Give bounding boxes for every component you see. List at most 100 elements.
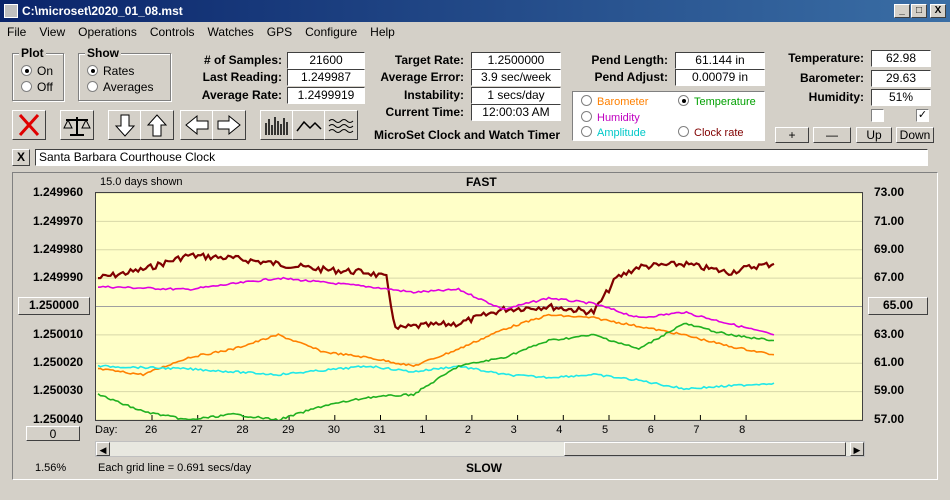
target-rate-label: Target Rate:	[394, 53, 464, 67]
series-barometer-label: Barometer	[597, 96, 649, 108]
left-tick-5: 1.250010	[33, 327, 84, 341]
temperature-field[interactable]: 62.98	[871, 50, 931, 67]
fast-label: FAST	[466, 175, 497, 189]
down-button[interactable]: Down	[896, 127, 934, 143]
series-temperature-radio[interactable]: Temperature	[678, 95, 756, 108]
arrow-down-icon	[114, 114, 136, 137]
day-tick-label: 30	[327, 424, 341, 436]
right-tick-5: 63.00	[874, 327, 905, 341]
window-title: C:\microset\2020_01_08.mst	[22, 4, 183, 18]
left-center-button[interactable]: 1.250000	[18, 297, 90, 315]
target-rate-field[interactable]: 1.2500000	[471, 52, 561, 69]
series-line-humidity	[97, 276, 775, 336]
series-clockrate-label: Clock rate	[694, 127, 744, 139]
close-button[interactable]: X	[930, 4, 946, 18]
humidity-field[interactable]: 51%	[871, 89, 931, 106]
scroll-left-arrow-icon[interactable]: ◀	[96, 442, 110, 456]
last-reading-field: 1.249987	[287, 69, 365, 86]
left-tick-8: 1.250040	[33, 412, 84, 426]
samples-field: 21600	[287, 52, 365, 69]
series-temperature-label: Temperature	[694, 96, 756, 108]
menu-configure[interactable]: Configure	[305, 25, 358, 39]
pend-length-field[interactable]: 61.144 in	[675, 52, 765, 69]
menu-help[interactable]: Help	[370, 25, 395, 39]
day-tick-label: 8	[739, 424, 746, 436]
radio-off-icon	[21, 81, 32, 92]
day-tick-label: 31	[373, 424, 386, 436]
pend-adjust-label: Pend Adjust:	[594, 70, 668, 84]
average-rate-label: Average Rate:	[201, 88, 282, 102]
arrow-up-button[interactable]	[140, 110, 174, 140]
left-tick-0: 1.249960	[33, 185, 84, 199]
series-clockrate-radio[interactable]: Clock rate	[678, 126, 744, 139]
wave-graph-icon	[328, 119, 354, 133]
radio-on-icon	[87, 65, 98, 76]
left-tick-1: 1.249970	[33, 214, 84, 228]
checkbox-1[interactable]	[871, 109, 884, 122]
plot-off-radio[interactable]: Off	[21, 80, 53, 94]
radio-on-icon	[21, 65, 32, 76]
menu-file[interactable]: File	[7, 25, 27, 39]
last-reading-label: Last Reading:	[202, 70, 282, 84]
arrow-down-button[interactable]	[108, 110, 142, 140]
day-tick-label: 5	[602, 424, 609, 436]
radio-on-icon	[678, 95, 689, 106]
maximize-button[interactable]: □	[911, 4, 927, 18]
show-rates-radio[interactable]: Rates	[87, 64, 134, 78]
radio-off-icon	[581, 95, 592, 106]
line-graph-button[interactable]	[292, 110, 326, 140]
horizontal-scrollbar[interactable]: ◀ ▶	[95, 441, 865, 457]
series-selector: Barometer Temperature Humidity Amplitude…	[572, 91, 765, 141]
balance-button[interactable]	[60, 110, 94, 140]
arrow-right-button[interactable]	[212, 110, 246, 140]
radio-off-icon	[678, 126, 689, 137]
left-tick-3: 1.249990	[33, 270, 84, 284]
scroll-right-arrow-icon[interactable]: ▶	[850, 442, 864, 456]
arrow-left-icon	[185, 114, 209, 136]
show-group: Show Rates Averages	[78, 46, 171, 101]
series-humidity-radio[interactable]: Humidity	[581, 111, 640, 124]
title-bar: C:\microset\2020_01_08.mst _ □ X	[0, 0, 950, 22]
clock-clear-button[interactable]: X	[12, 149, 30, 166]
menu-gps[interactable]: GPS	[266, 25, 293, 39]
day-tick-label: 1	[419, 424, 426, 436]
menu-controls[interactable]: Controls	[149, 25, 195, 39]
show-averages-radio[interactable]: Averages	[87, 80, 153, 94]
average-error-label: Average Error:	[380, 70, 464, 84]
day-tick-label: 4	[556, 424, 563, 436]
zero-button[interactable]: 0	[26, 426, 80, 441]
clear-button[interactable]	[12, 110, 46, 140]
left-tick-7: 1.250030	[33, 383, 84, 397]
minimize-button[interactable]: _	[894, 4, 910, 18]
rate-chart	[96, 192, 862, 422]
samples-label: # of Samples:	[203, 53, 282, 67]
menu-watches[interactable]: Watches	[207, 25, 254, 39]
clock-name-input[interactable]: Santa Barbara Courthouse Clock	[35, 149, 928, 166]
arrow-right-icon	[217, 114, 241, 136]
up-button[interactable]: Up	[856, 127, 892, 143]
checkbox-2[interactable]: ✓	[916, 109, 929, 122]
line-graph-icon	[296, 120, 322, 132]
right-center-button[interactable]: 65.00	[868, 297, 928, 315]
radio-off-icon	[87, 81, 98, 92]
scroll-thumb[interactable]	[564, 442, 846, 456]
day-tick-label: 29	[282, 424, 295, 436]
day-tick-label: 26	[145, 424, 158, 436]
series-amplitude-radio[interactable]: Amplitude	[581, 126, 646, 139]
menu-operations[interactable]: Operations	[78, 25, 137, 39]
plot-on-radio[interactable]: On	[21, 64, 53, 78]
day-tick-label: 7	[693, 424, 700, 436]
right-tick-0: 73.00	[874, 185, 905, 199]
bar-graph-button[interactable]	[260, 110, 294, 140]
barometer-field[interactable]: 29.63	[871, 70, 931, 87]
plus-button[interactable]: +	[775, 127, 809, 143]
series-barometer-radio[interactable]: Barometer	[581, 95, 648, 108]
day-tick-label: 3	[510, 424, 517, 436]
temperature-label: Temperature:	[788, 51, 864, 65]
wave-graph-button[interactable]	[324, 110, 358, 140]
menu-view[interactable]: View	[39, 25, 66, 39]
minus-button[interactable]: —	[813, 127, 851, 143]
series-line-temperature	[97, 322, 775, 422]
arrow-left-button[interactable]	[180, 110, 214, 140]
humidity-label: Humidity:	[808, 90, 864, 104]
